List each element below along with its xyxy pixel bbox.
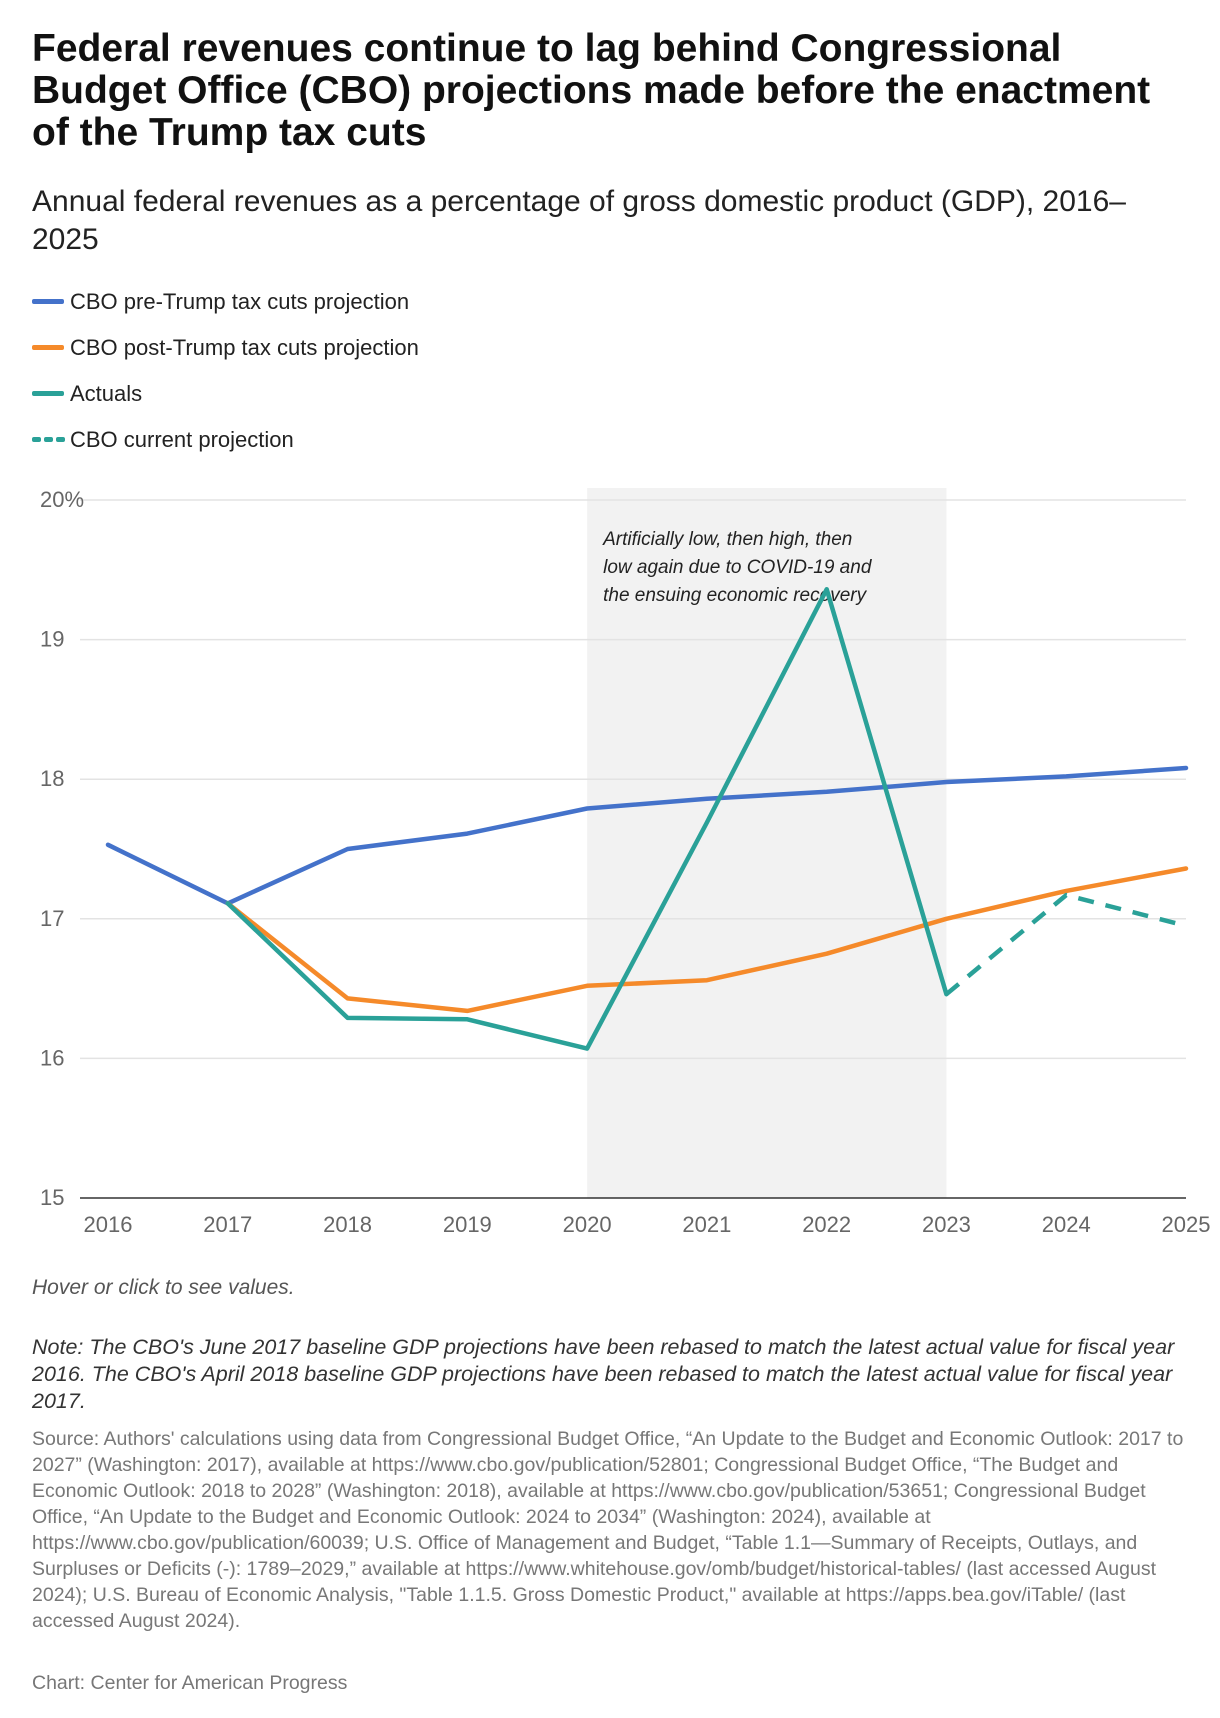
data-point[interactable] (1060, 889, 1072, 901)
data-point[interactable] (1180, 762, 1192, 774)
data-point[interactable] (461, 1013, 473, 1025)
data-point[interactable] (940, 988, 952, 1000)
data-point[interactable] (342, 992, 354, 1004)
data-point[interactable] (102, 839, 114, 851)
y-tick-label: 19 (40, 627, 64, 652)
legend-item-pre-trump[interactable]: CBO pre-Trump tax cuts projection (32, 283, 1032, 329)
y-tick-label: 18 (40, 766, 64, 791)
y-tick-label: 16 (40, 1045, 64, 1070)
legend-label-actuals: Actuals (70, 381, 143, 406)
x-tick-label: 2016 (84, 1212, 133, 1237)
x-tick-label: 2018 (323, 1212, 372, 1237)
data-point[interactable] (461, 828, 473, 840)
x-tick-label: 2020 (563, 1212, 612, 1237)
legend-label-pre-trump: CBO pre-Trump tax cuts projection (70, 289, 410, 314)
data-point[interactable] (342, 1012, 354, 1024)
shaded-region (587, 488, 947, 1198)
x-tick-label: 2023 (922, 1212, 971, 1237)
data-point[interactable] (701, 974, 713, 986)
chart-title: Federal revenues continue to lag behind … (32, 27, 1151, 154)
series-line-current-projection[interactable] (944, 892, 1187, 996)
annotation-text: low again due to COVID-19 and (603, 557, 873, 578)
x-tick-label: 2019 (443, 1212, 492, 1237)
x-tick-label: 2022 (802, 1212, 851, 1237)
x-tick-label: 2017 (203, 1212, 252, 1237)
legend-item-post-trump[interactable]: CBO post-Trump tax cuts projection (32, 329, 1032, 375)
data-point[interactable] (821, 948, 833, 960)
y-tick-label: 17 (40, 906, 64, 931)
data-point[interactable] (940, 776, 952, 788)
legend-label-post-trump: CBO post-Trump tax cuts projection (70, 335, 419, 360)
x-tick-label: 2021 (682, 1212, 731, 1237)
data-point[interactable] (581, 1043, 593, 1055)
legend-swatch-post-trump (32, 345, 64, 350)
annotation-text: Artificially low, then high, then (602, 529, 852, 550)
series-line-actuals[interactable] (225, 587, 949, 1051)
data-point[interactable] (940, 913, 952, 925)
data-point[interactable] (581, 980, 593, 992)
chart-credit: Chart: Center for American Progress (32, 1672, 348, 1694)
legend-swatch-actuals (32, 391, 64, 396)
chart-source: Source: Authors' calculations using data… (32, 1428, 1184, 1632)
y-tick-label: 15 (40, 1185, 64, 1210)
legend-swatch-current-projection (32, 437, 65, 442)
series-line-post-trump[interactable] (225, 866, 1189, 1014)
data-point[interactable] (222, 897, 234, 909)
chart-note: Note: The CBO's June 2017 baseline GDP p… (32, 1335, 1175, 1413)
x-tick-label: 2025 (1162, 1212, 1211, 1237)
data-point[interactable] (821, 583, 833, 595)
data-point[interactable] (701, 816, 713, 828)
data-point[interactable] (1180, 863, 1192, 875)
data-point[interactable] (1060, 770, 1072, 782)
data-point[interactable] (1180, 920, 1192, 932)
data-point[interactable] (342, 843, 354, 855)
series-line-pre-trump[interactable] (105, 765, 1189, 906)
x-tick-label: 2024 (1042, 1212, 1091, 1237)
legend-label-current-projection: CBO current projection (70, 427, 294, 452)
hover-hint: Hover or click to see values. (32, 1276, 295, 1299)
chart-subtitle: Annual federal revenues as a percentage … (32, 185, 1126, 256)
annotation-text: the ensuing economic recovery (603, 585, 867, 606)
data-point[interactable] (581, 803, 593, 815)
y-tick-label: 20% (40, 487, 84, 512)
legend-item-actuals[interactable]: Actuals (32, 375, 1032, 421)
legend: CBO pre-Trump tax cuts projection CBO po… (32, 283, 1032, 467)
line-chart[interactable]: 15 16 17 18 19 20% 2016 2017 2018 2019 2020 2021 202… (0, 470, 1220, 1250)
legend-item-current-projection[interactable]: CBO current projection (32, 421, 1032, 467)
data-point[interactable] (701, 793, 713, 805)
legend-swatch-pre-trump (32, 299, 64, 304)
data-point[interactable] (821, 786, 833, 798)
